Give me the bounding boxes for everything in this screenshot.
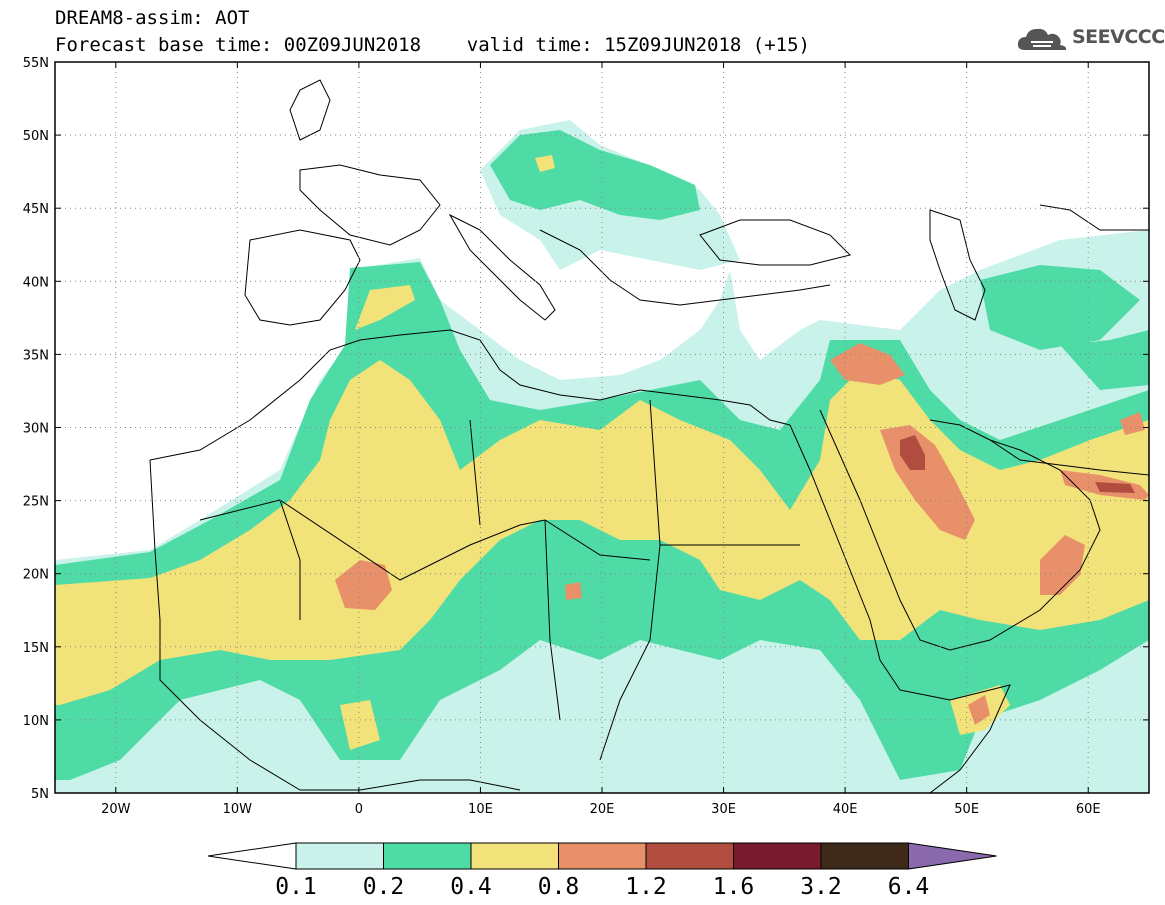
lat-label: 20N	[23, 568, 49, 583]
logo-text: SEEVCCC	[1072, 26, 1165, 48]
lat-label: 45N	[23, 202, 49, 217]
lat-label: 25N	[23, 495, 49, 510]
colorbar-legend: 0.1 0.2 0.4 0.8 1.2 1.6 3.2 6.4	[207, 842, 997, 900]
lat-label: 55N	[23, 56, 49, 71]
lon-label: 0	[355, 802, 363, 817]
lat-label: 15N	[23, 641, 49, 656]
aot-shading	[55, 79, 1149, 793]
colorbar-label: 0.4	[450, 874, 492, 900]
colorbar-label: 1.2	[625, 874, 667, 900]
lat-label: 35N	[23, 348, 49, 363]
colorbar-swatch	[558, 842, 647, 870]
colorbar-label: 1.6	[713, 874, 755, 900]
colorbar-swatch	[733, 842, 822, 870]
lon-label: 40E	[833, 802, 858, 817]
colorbar-lower-triangle	[207, 842, 297, 870]
lon-label: 20E	[590, 802, 615, 817]
colorbar-swatch	[295, 842, 384, 870]
graticule	[55, 62, 1149, 793]
lat-label: 10N	[23, 714, 49, 729]
colorbar-swatch	[820, 842, 909, 870]
colorbar-swatch	[470, 842, 559, 870]
aot-band-0.4	[55, 155, 1149, 750]
colorbar-label: 0.2	[363, 874, 405, 900]
lon-label: 10W	[223, 802, 253, 817]
lon-label: 20W	[101, 802, 131, 817]
lat-label: 30N	[23, 422, 49, 437]
seevccc-logo: SEEVCCC	[1017, 24, 1165, 54]
lon-label: 50E	[954, 802, 979, 817]
colorbar-label: 0.8	[538, 874, 580, 900]
lat-label: 50N	[23, 129, 49, 144]
coastlines	[149, 79, 1149, 793]
lon-label: 30E	[711, 802, 736, 817]
colorbar-label: 6.4	[888, 874, 930, 900]
colorbar-upper-triangle	[908, 842, 997, 870]
lon-label: 60E	[1076, 802, 1101, 817]
colorbar-label: 0.1	[275, 874, 317, 900]
forecast-time-line: Forecast base time: 00Z09JUN2018 valid t…	[55, 34, 810, 56]
longitude-axis: 20W 10W 0 10E 20E 30E 40E 50E 60E	[101, 62, 1101, 817]
aot-band-1.2	[900, 435, 1135, 493]
colorbar-swatch	[383, 842, 472, 870]
latitude-axis: 55N 50N 45N 40N 35N 30N 25N 20N 15N 10N 5N	[23, 56, 1149, 802]
cloud-icon	[1017, 28, 1067, 50]
colorbar-label: 3.2	[800, 874, 842, 900]
lat-label: 5N	[31, 787, 49, 802]
lon-label: 10E	[468, 802, 493, 817]
lat-label: 40N	[23, 275, 49, 290]
product-title: DREAM8-assim: AOT	[55, 7, 250, 29]
colorbar-swatch	[645, 842, 734, 870]
